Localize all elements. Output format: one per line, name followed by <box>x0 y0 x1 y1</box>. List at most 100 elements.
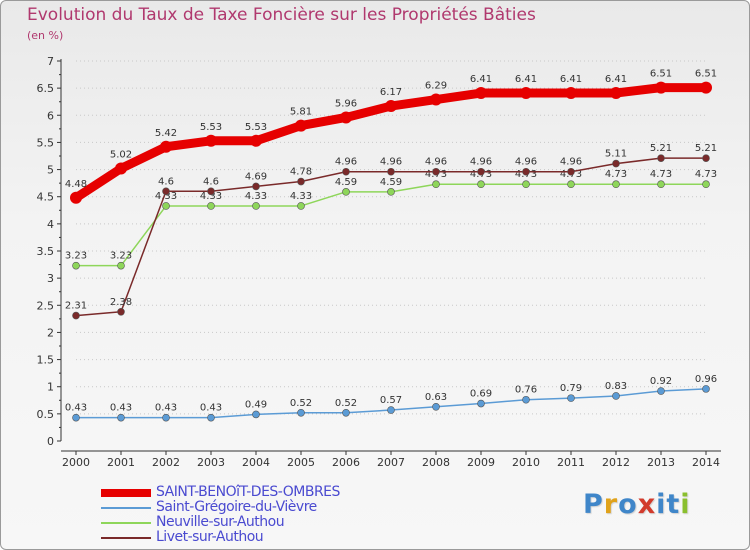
data-point <box>117 307 125 316</box>
data-label: 0.52 <box>335 398 357 409</box>
y-tick-label: 5 <box>47 164 54 177</box>
data-point <box>567 180 575 189</box>
data-point <box>475 87 487 100</box>
data-point <box>342 167 350 176</box>
data-label: 5.53 <box>200 122 222 133</box>
data-point <box>432 180 440 189</box>
x-tick-label: 2006 <box>332 456 360 469</box>
data-label: 4.96 <box>560 157 582 168</box>
data-label: 4.33 <box>245 191 267 202</box>
chart-unit: (en %) <box>27 29 64 42</box>
data-label: 5.81 <box>290 107 312 118</box>
data-label: 4.69 <box>245 171 267 182</box>
data-label: 4.33 <box>290 191 312 202</box>
data-label: 4.73 <box>695 169 717 180</box>
x-tick-label: 2010 <box>512 456 540 469</box>
x-tick-label: 2005 <box>287 456 315 469</box>
data-point <box>477 180 485 189</box>
y-tick-label: 3 <box>47 272 54 285</box>
data-label: 6.41 <box>605 74 627 85</box>
data-label: 6.17 <box>380 87 402 98</box>
data-point <box>297 408 305 417</box>
data-label: 0.96 <box>695 374 717 385</box>
data-point <box>297 177 305 186</box>
y-tick-label: 0 <box>47 435 54 448</box>
data-label: 6.51 <box>695 69 717 80</box>
data-point <box>657 387 665 395</box>
data-label: 5.53 <box>245 122 267 133</box>
data-point <box>342 188 350 196</box>
data-label: 0.57 <box>380 395 402 406</box>
data-label: 3.23 <box>65 251 87 262</box>
x-tick-label: 2004 <box>242 456 270 469</box>
data-label: 5.42 <box>155 128 177 139</box>
data-point <box>115 162 127 175</box>
data-point <box>72 413 80 422</box>
data-label: 4.6 <box>158 176 174 187</box>
data-point <box>295 119 307 132</box>
data-point <box>205 134 217 147</box>
data-label: 4.33 <box>200 191 222 202</box>
x-tick-label: 2009 <box>467 456 495 469</box>
data-label: 6.41 <box>470 74 492 85</box>
data-label: 0.63 <box>425 392 447 403</box>
data-label: 6.41 <box>515 74 537 85</box>
data-point <box>72 311 80 320</box>
chart-legend: SAINT-BENOîT-DES-OMBRES Saint-Grégoire-du… <box>101 484 421 546</box>
data-label: 4.48 <box>65 179 87 190</box>
data-point <box>432 167 440 176</box>
data-label: 0.69 <box>470 389 492 400</box>
data-label: 6.51 <box>650 69 672 80</box>
data-point <box>612 159 620 168</box>
data-point <box>657 154 665 162</box>
data-point <box>387 188 395 196</box>
logo-letter: P <box>583 489 604 520</box>
data-point <box>477 167 485 176</box>
x-tick-label: 2013 <box>647 456 675 469</box>
legend-swatch <box>101 537 151 539</box>
data-point <box>207 187 215 196</box>
data-label: 0.43 <box>155 403 177 414</box>
data-label: 0.92 <box>650 376 672 387</box>
data-label: 6.29 <box>425 81 447 92</box>
data-point <box>70 191 82 204</box>
data-label: 4.96 <box>515 157 537 168</box>
data-point <box>342 408 350 417</box>
y-tick-label: 7 <box>47 55 54 68</box>
legend-label: Saint-Grégoire-du-Vièvre <box>156 499 317 515</box>
legend-label: Livet-sur-Authou <box>156 529 264 545</box>
x-tick-label: 2007 <box>377 456 405 469</box>
data-point <box>250 134 262 147</box>
logo-letter: x <box>637 489 657 520</box>
y-tick-label: 0.5 <box>37 408 55 421</box>
data-label: 4.78 <box>290 167 312 178</box>
x-tick-label: 2003 <box>197 456 225 469</box>
data-point <box>520 87 532 100</box>
data-point <box>297 202 305 210</box>
data-point <box>702 154 710 162</box>
data-point <box>340 111 352 124</box>
y-tick-label: 4.5 <box>37 191 55 204</box>
y-tick-label: 5.5 <box>37 136 55 149</box>
legend-label: Neuville-sur-Authou <box>156 514 285 530</box>
data-label: 0.49 <box>245 399 267 410</box>
data-label: 2.31 <box>65 301 87 312</box>
data-point <box>477 399 485 408</box>
data-label: 3.23 <box>110 251 132 262</box>
data-point <box>72 261 80 270</box>
data-point <box>252 410 260 419</box>
data-point <box>522 180 530 189</box>
data-point <box>565 87 577 100</box>
y-tick-label: 3.5 <box>37 245 55 258</box>
legend-item: Neuville-sur-Authou <box>101 514 421 531</box>
data-point <box>702 180 710 189</box>
data-point <box>160 140 172 153</box>
x-tick-label: 2014 <box>692 456 720 469</box>
line-chart: 0 0.5 1 1.5 2 2.5 3 3.5 4 4.5 5 5.5 6 6.5 7 2000 2001 200… <box>37 55 721 469</box>
data-point <box>700 81 712 94</box>
data-label: 4.59 <box>335 177 357 188</box>
data-label: 4.59 <box>380 177 402 188</box>
data-point <box>522 395 530 404</box>
data-label: 4.73 <box>650 169 672 180</box>
